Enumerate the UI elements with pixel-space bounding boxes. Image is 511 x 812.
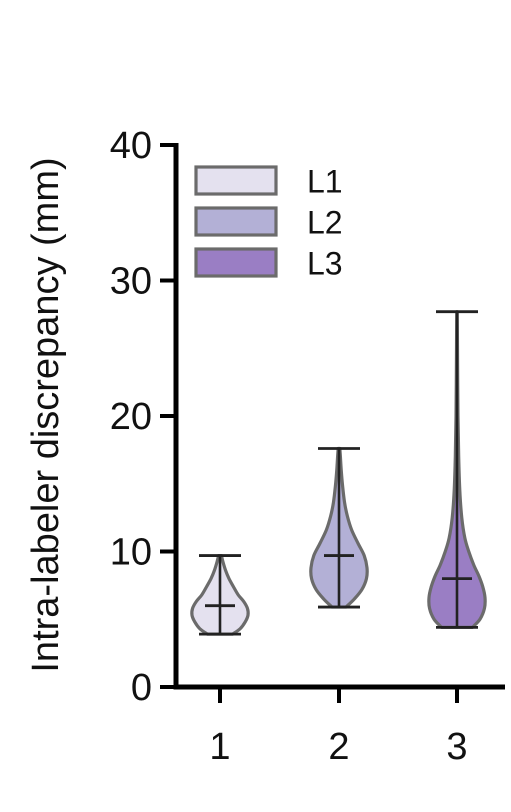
- axes-group: 0 10 20 30 40 1 2 3: [110, 125, 505, 768]
- y-axis-label: Intra-labeler discrepancy (mm): [25, 157, 67, 672]
- legend-label: L2: [307, 205, 343, 241]
- legend-label: L1: [307, 164, 343, 200]
- legend: L1 L2 L3: [194, 164, 343, 282]
- legend-swatch-l2: [194, 206, 278, 237]
- legend-label: L3: [307, 246, 343, 282]
- y-tick-label: 40: [110, 125, 152, 167]
- legend-swatch-l3: [194, 247, 278, 278]
- y-tick-label: 0: [131, 667, 152, 709]
- violin-group: [190, 310, 487, 636]
- legend-swatch-l1: [194, 165, 278, 196]
- x-tick-label: 2: [328, 726, 349, 768]
- y-tick-label: 30: [110, 261, 152, 303]
- y-tick-label: 10: [110, 532, 152, 574]
- y-tick-label: 20: [110, 396, 152, 438]
- y-axis-label-group: Intra-labeler discrepancy (mm): [25, 157, 67, 672]
- x-tick-label: 3: [446, 726, 467, 768]
- x-tick-label: 1: [209, 726, 230, 768]
